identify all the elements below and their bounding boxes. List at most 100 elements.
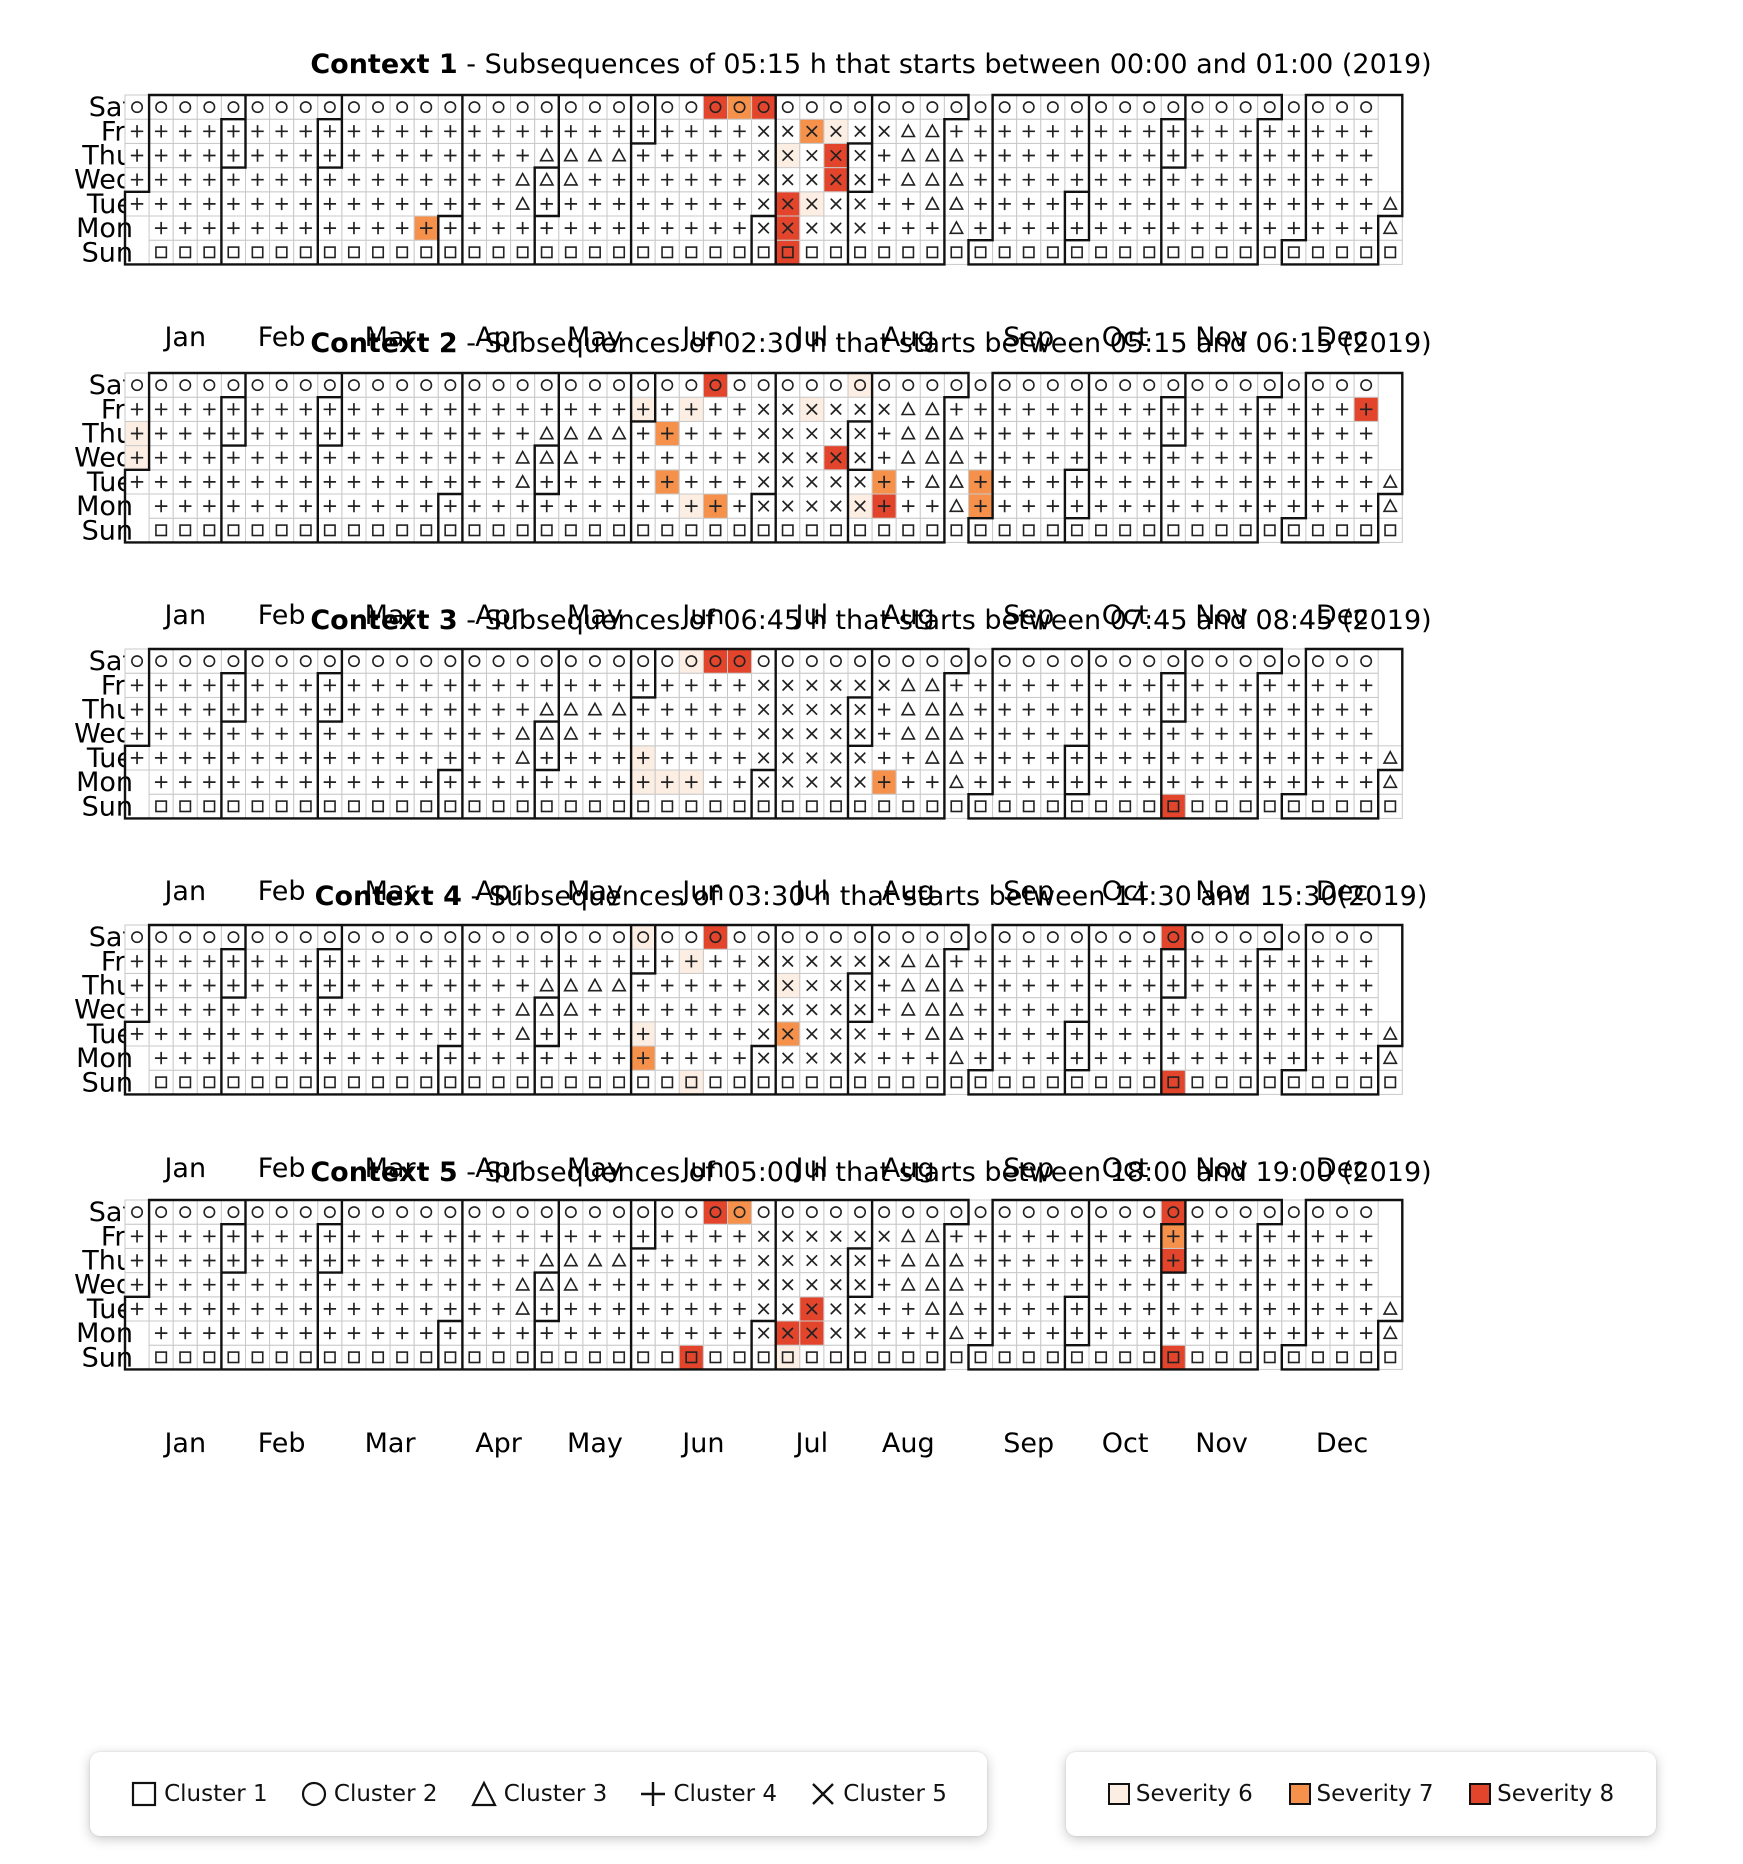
day-cell (1233, 396, 1259, 422)
day-cell (510, 1272, 536, 1298)
day-cell (1281, 672, 1307, 698)
day-cell (1064, 672, 1090, 698)
day-cell (775, 672, 801, 698)
day-cell (1064, 191, 1090, 217)
day-cell (775, 1199, 801, 1225)
day-cell (678, 94, 704, 120)
day-cell (895, 721, 921, 747)
day-cell (1353, 1069, 1379, 1095)
day-cell (678, 696, 704, 723)
day-cell (461, 1045, 487, 1071)
day-cell (968, 396, 994, 422)
day-cell (293, 469, 319, 495)
day-cell (1281, 239, 1307, 265)
day-cell (317, 445, 343, 471)
day-cell (871, 1199, 897, 1225)
day-cell (871, 517, 897, 543)
day-cell (1377, 1069, 1403, 1095)
day-cell (1257, 1247, 1283, 1274)
day-cell (220, 493, 246, 519)
context-subtitle: - Subsequences of 03:30 h that starts be… (462, 881, 1427, 912)
day-cell (799, 493, 825, 519)
day-cell (317, 696, 343, 723)
day-cell (775, 924, 801, 950)
day-cell (1112, 672, 1138, 698)
day-cell (630, 972, 656, 999)
day-cell (317, 239, 343, 265)
day-cell (823, 239, 849, 265)
day-cell (727, 445, 753, 471)
day-cell (727, 793, 753, 819)
day-cell (534, 1344, 560, 1370)
month-label-dec: Dec (1316, 1428, 1368, 1459)
day-cell (895, 396, 921, 422)
day-cell (943, 167, 970, 193)
day-cell (558, 469, 584, 495)
day-cell (1112, 997, 1138, 1023)
day-cell (461, 469, 487, 495)
day-cell (413, 721, 439, 747)
day-cell (1040, 239, 1066, 265)
day-cell (269, 1272, 295, 1298)
day-cell (1281, 167, 1307, 193)
day-cell (727, 648, 753, 674)
day-cell (702, 769, 729, 795)
day-cell (124, 648, 150, 674)
day-cell (293, 1199, 319, 1225)
day-cell (220, 142, 246, 169)
day-cell (1329, 745, 1355, 771)
day-cell (943, 493, 970, 519)
day-cell (943, 1247, 970, 1274)
day-cell (799, 1045, 825, 1071)
day-cell (124, 948, 150, 974)
day-cell (510, 696, 536, 723)
day-cell (172, 420, 198, 447)
day-cell (1136, 793, 1162, 819)
day-cell (1016, 517, 1042, 543)
day-cell (919, 1296, 945, 1322)
day-cell (1016, 445, 1042, 471)
day-cell (1329, 1247, 1355, 1274)
day-cell (389, 493, 415, 519)
day-cell (1184, 924, 1211, 950)
day-cell (269, 745, 295, 771)
legend-severity-label: Severity 6 (1135, 1781, 1253, 1807)
month-label-jan: Jan (162, 1153, 206, 1184)
legend-cluster-3: Cluster 3 (470, 1780, 607, 1808)
day-cell (823, 721, 849, 747)
day-cell (413, 1344, 439, 1370)
day-cell (486, 445, 512, 471)
day-cell (1353, 793, 1379, 819)
day-cell (775, 420, 801, 447)
day-cell (871, 721, 897, 747)
day-cell (1016, 1344, 1042, 1370)
day-cell (1112, 1045, 1138, 1071)
day-cell (1353, 493, 1379, 519)
day-cell (1136, 215, 1162, 241)
day-cell (1160, 1320, 1186, 1346)
day-cell (461, 1223, 487, 1249)
day-cell (1305, 215, 1331, 241)
day-cell (799, 1272, 825, 1298)
day-cell (799, 1069, 825, 1095)
context-panel-1: Context 1 - Subsequences of 05:15 h that… (74, 49, 1432, 353)
day-cell (148, 167, 174, 193)
day-cell (871, 215, 897, 241)
day-cell (702, 239, 729, 265)
day-cell (1112, 469, 1138, 495)
context-panel-4: Context 4 - Subsequences of 03:30 h that… (74, 881, 1427, 1184)
day-cell (654, 1223, 680, 1249)
day-cell (678, 997, 704, 1023)
day-cell (943, 1320, 970, 1346)
day-cell (534, 793, 560, 819)
day-cell (968, 948, 994, 974)
day-cell (1233, 167, 1259, 193)
day-cell (1016, 997, 1042, 1023)
day-cell (1233, 696, 1259, 723)
day-cell (461, 696, 487, 723)
day-cell (461, 997, 487, 1023)
day-cell (823, 672, 849, 698)
day-cell (486, 167, 512, 193)
day-cell (148, 972, 174, 999)
day-cell (510, 721, 536, 747)
